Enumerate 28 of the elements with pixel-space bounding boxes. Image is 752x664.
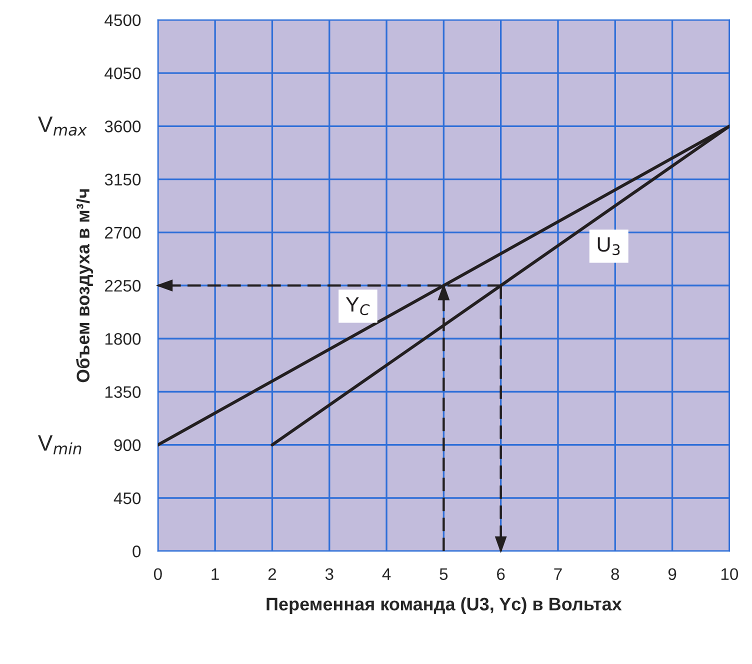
- y-tick-label: 3150: [104, 174, 141, 186]
- y-tick-label: 1350: [105, 386, 141, 398]
- y-tick-label: 450: [114, 492, 141, 504]
- x-tick-label: 1: [212, 568, 219, 580]
- x-tick-label: 2: [268, 568, 276, 580]
- text: V$_{max}$: [38, 116, 87, 136]
- y-tick-label: 4050: [104, 67, 141, 80]
- x-tick-label: 5: [440, 568, 448, 580]
- y-tick-label: 4500: [104, 14, 141, 26]
- x-tick-label: 4: [382, 568, 391, 580]
- x-tick-label: 7: [554, 568, 562, 580]
- x-axis-title: Переменная команда (U3, Yc) в Вольтах: [266, 597, 622, 614]
- y-tick-label: 1800: [105, 333, 141, 345]
- y-tick-label: 900: [114, 439, 141, 452]
- y-tick-label: 2700: [105, 226, 141, 239]
- x-tick-label: 8: [611, 568, 620, 580]
- y-tick-label: 3600: [104, 120, 141, 132]
- x-tick-label: 0: [154, 568, 162, 580]
- y-axis-title: Объем воздуха в м³/ч: [76, 189, 94, 382]
- series-label: U$_{3}$: [598, 237, 620, 256]
- x-tick-label: 3: [325, 568, 334, 580]
- x-tick-label: 10: [721, 568, 738, 580]
- x-tick-label: 6: [497, 568, 505, 580]
- x-tick-label: 9: [668, 568, 676, 580]
- y-tick-label: 0: [132, 546, 141, 558]
- y-tick-label: 2250: [105, 280, 141, 292]
- text: V$_{min}$: [38, 435, 82, 454]
- series-label: Y$_{C}$: [346, 297, 370, 316]
